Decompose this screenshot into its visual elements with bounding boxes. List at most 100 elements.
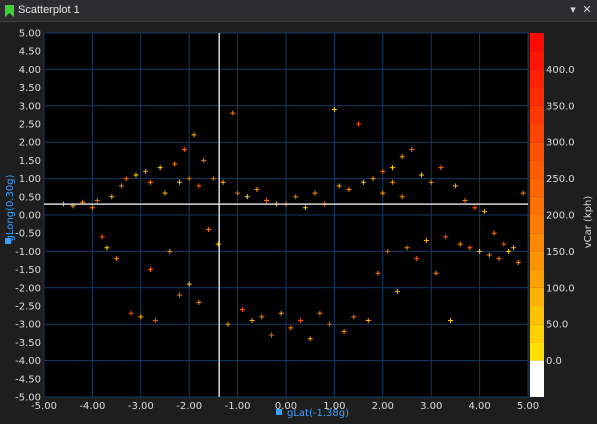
scatter-point xyxy=(496,256,502,262)
colorbar-tick-label: 250.0 xyxy=(546,174,575,185)
scatter-point xyxy=(448,318,454,324)
scatter-point xyxy=(520,190,526,196)
y-tick-label: 3.50 xyxy=(19,83,41,94)
scatter-point xyxy=(143,168,149,174)
colorbar-band xyxy=(530,196,544,215)
scatter-point xyxy=(114,256,120,262)
scatter-point xyxy=(206,227,212,233)
scatter-point xyxy=(157,165,163,171)
y-axis-label: gLong(0.30g) xyxy=(5,174,16,241)
scatter-point xyxy=(351,314,357,320)
scatter-point xyxy=(472,205,478,211)
y-tick-label: 1.00 xyxy=(19,174,41,185)
scatter-point xyxy=(462,197,468,203)
x-tick-label: -4.00 xyxy=(79,401,105,412)
colorbar-tick-label: 350.0 xyxy=(546,101,575,112)
scatter-point xyxy=(109,194,115,200)
x-tick-label: -2.00 xyxy=(176,401,202,412)
x-tick-label: 3.00 xyxy=(420,401,442,412)
scatter-point xyxy=(302,205,308,211)
y-axis-marker-icon xyxy=(5,238,11,244)
y-axis-title: gLong(0.30g) xyxy=(5,174,16,244)
colorbar-band xyxy=(530,124,544,143)
y-tick-label: -0.50 xyxy=(15,229,41,240)
scatter-point xyxy=(89,205,95,211)
scatter-point xyxy=(380,190,386,196)
colorbar-tick-label: 0.0 xyxy=(546,356,562,367)
scatter-point xyxy=(104,245,110,251)
grid-lines xyxy=(43,32,529,398)
scatter-point xyxy=(118,183,124,189)
scatter-chart[interactable]: 5.00 4.50 4.00 3.50 3.00 2.50 2.00 1.50 1.00 0.50… xyxy=(0,22,597,424)
x-axis-ticks: -5.00 -4.00 -3.00 -2.00 -1.00 0.00 1.00 2.00 3.0… xyxy=(31,401,539,412)
scatter-point xyxy=(220,179,226,185)
window-title: Scatterplot 1 xyxy=(18,4,80,16)
scatter-point xyxy=(133,172,139,178)
colorbar-band xyxy=(530,306,544,325)
scatter-point xyxy=(385,248,391,254)
scatter-point xyxy=(467,245,473,251)
scatter-point xyxy=(186,176,192,182)
cursor-crosshair[interactable] xyxy=(44,33,528,397)
scatter-point xyxy=(312,190,318,196)
scatter-point xyxy=(196,299,202,305)
close-icon[interactable]: ✕ xyxy=(582,3,592,16)
scatter-point xyxy=(414,256,420,262)
x-tick-label: -5.00 xyxy=(31,401,57,412)
scatter-point xyxy=(336,183,342,189)
colorbar-band xyxy=(530,287,544,306)
colorbar-band xyxy=(530,33,544,52)
colorbar-band xyxy=(530,87,544,106)
y-tick-label: 2.00 xyxy=(19,138,41,149)
y-tick-label: -3.50 xyxy=(15,338,41,349)
y-tick-label: -4.50 xyxy=(15,374,41,385)
scatter-point xyxy=(457,241,463,247)
scatter-point xyxy=(172,161,178,167)
colorbar-band xyxy=(530,324,544,343)
y-tick-label: 1.50 xyxy=(19,156,41,167)
scatter-point xyxy=(399,194,405,200)
y-tick-label: 0.00 xyxy=(19,211,41,222)
x-tick-label: 1.00 xyxy=(323,401,345,412)
colorbar-tick-label: 300.0 xyxy=(546,138,575,149)
scatter-point xyxy=(94,197,100,203)
scatter-point xyxy=(239,307,245,313)
scatter-point xyxy=(259,314,265,320)
colorbar-band xyxy=(530,215,544,234)
y-tick-label: -5.00 xyxy=(15,393,41,404)
colorbar-band xyxy=(530,269,544,288)
scatter-point xyxy=(394,288,400,294)
y-tick-label: -2.00 xyxy=(15,283,41,294)
chevron-down-icon[interactable]: ▾ xyxy=(570,3,576,16)
scatter-point xyxy=(177,292,183,298)
y-tick-label: -1.50 xyxy=(15,265,41,276)
window-titlebar[interactable]: Scatterplot 1 ▾ ✕ xyxy=(0,0,597,22)
scatter-point xyxy=(399,154,405,160)
colorbar-tick-label: 200.0 xyxy=(546,211,575,222)
scatter-point xyxy=(162,190,168,196)
scatter-point xyxy=(486,252,492,258)
y-tick-label: -2.50 xyxy=(15,302,41,313)
scatter-point xyxy=(177,179,183,185)
scatter-point xyxy=(356,121,362,127)
colorbar-band xyxy=(530,160,544,179)
y-tick-label: 0.50 xyxy=(19,192,41,203)
scatter-point xyxy=(438,165,444,171)
scatter-point xyxy=(317,310,323,316)
scatter-point xyxy=(404,245,410,251)
scatter-point xyxy=(423,237,429,243)
scatter-point xyxy=(481,208,487,214)
scatter-point xyxy=(186,281,192,287)
scatter-point xyxy=(389,179,395,185)
scatter-point xyxy=(298,318,304,324)
scatter-point xyxy=(491,230,497,236)
scatter-point xyxy=(191,132,197,138)
scatter-point xyxy=(443,234,449,240)
scatter-point xyxy=(360,179,366,185)
colorbar-band xyxy=(530,251,544,270)
scatter-point xyxy=(331,106,337,112)
scatter-point xyxy=(147,179,153,185)
x-axis-label: gLat(-1.38g) xyxy=(287,408,349,419)
x-tick-label: 5.00 xyxy=(517,401,539,412)
